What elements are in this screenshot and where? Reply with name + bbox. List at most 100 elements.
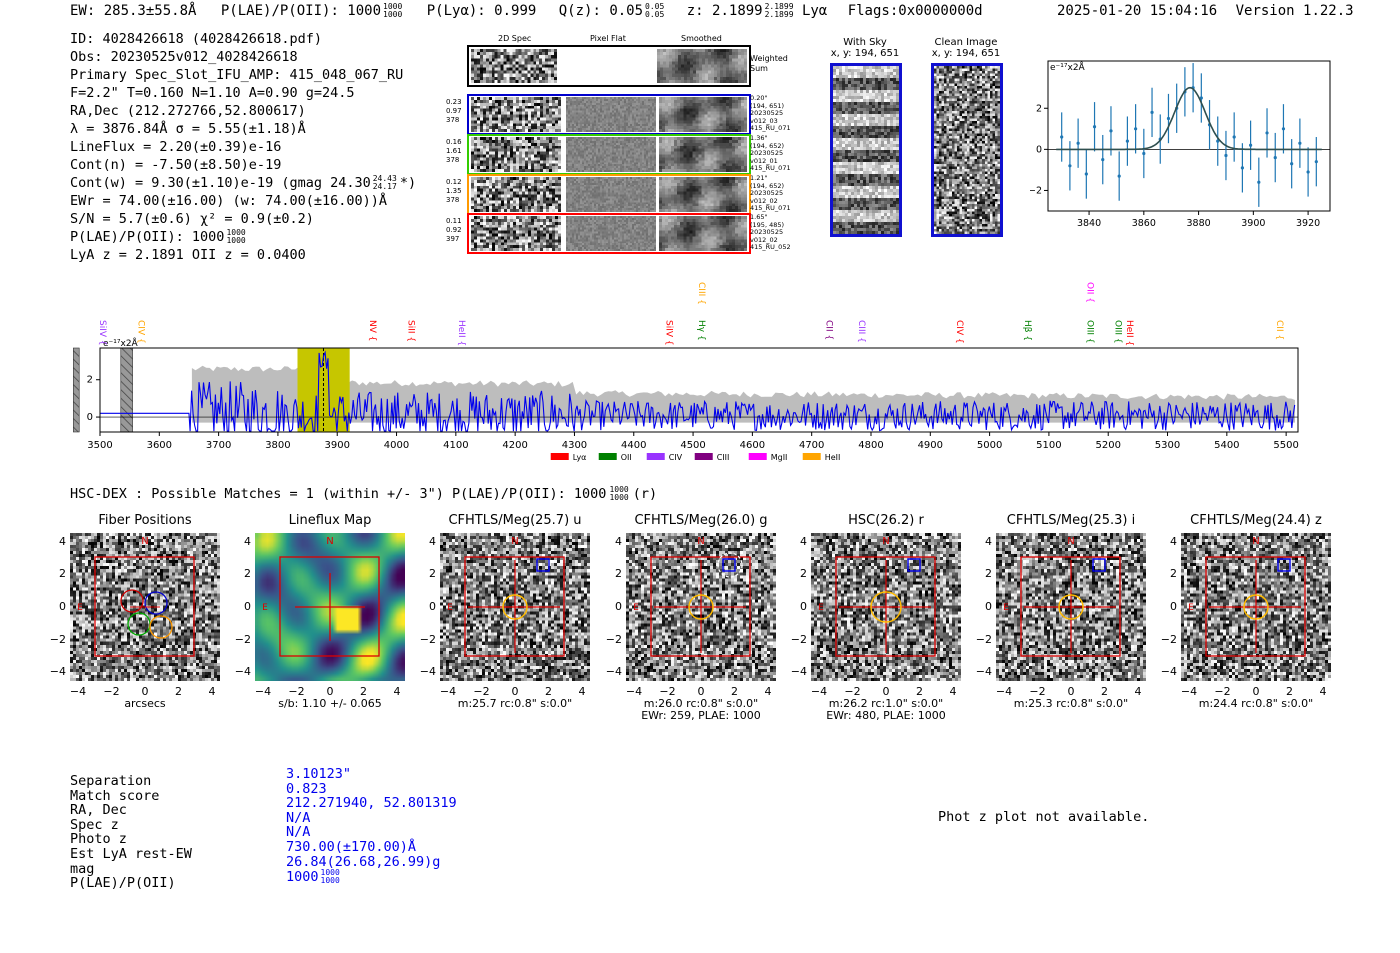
- emission-line-label: OIII {: [1112, 320, 1122, 344]
- full-xtick-label: 5500: [1273, 440, 1298, 451]
- stamp-ytick-label: 0: [985, 600, 992, 613]
- stamp-caption-2: EWr: 259, PLAE: 1000: [641, 709, 761, 722]
- fiber-circle: [127, 612, 151, 636]
- fiber-cutout-image: [659, 177, 747, 212]
- emission-line-name: OIII {: [1112, 320, 1122, 344]
- clean-image-panel: [931, 63, 1003, 237]
- detection-info: ID: 4028426618 (4028426618.pdf) Obs: 202…: [70, 30, 416, 264]
- stamp-caption: arcsecs: [124, 697, 166, 710]
- emission-line-label: NV {: [367, 320, 377, 341]
- fiber-cutout-row: [467, 94, 751, 135]
- stamp-ytick-label: 0: [59, 600, 66, 613]
- zoom-spectrum-chart: 3840 3860 3880 3900 3920 −2 0 2 e⁻¹⁷x2Å: [1030, 60, 1331, 229]
- emission-line-name: Hγ {: [696, 320, 706, 341]
- full-xtick-label: 5300: [1155, 440, 1180, 451]
- info-ewr: EWr = 74.00(±16.00) (w: 74.00(±16.00))Å: [70, 193, 387, 209]
- stamp-title: Lineflux Map: [288, 513, 372, 528]
- full-xtick-label: 4200: [502, 440, 527, 451]
- stamp-xtick-label: 4: [1319, 685, 1327, 698]
- stamp-ytick-label: 4: [244, 535, 251, 548]
- stamp-xtick-label: 0: [697, 685, 705, 698]
- stamp-xtick-label: −2: [1029, 685, 1046, 698]
- stamp-overlay: NE: [818, 536, 936, 657]
- full-unit-label: e⁻¹⁷x2Å: [103, 337, 139, 349]
- catalog-match-box: [536, 558, 550, 572]
- stamp-title: HSC(26.2) r: [848, 513, 924, 528]
- stamp-caption: m:25.3 rc:0.8" s:0.0": [1013, 697, 1129, 710]
- emission-line-label: SiIV {: [663, 320, 673, 346]
- full-xtick-label: 5100: [1036, 440, 1061, 451]
- emission-line-name: NV {: [367, 320, 377, 341]
- east-label: E: [77, 603, 83, 613]
- stamp-xtick-label: 4: [949, 685, 957, 698]
- zoom-data-point: [1290, 162, 1294, 166]
- stamp-overlay: NE: [77, 536, 195, 657]
- full-xtick-label: 3500: [87, 440, 112, 451]
- catalog-match-box: [722, 558, 736, 572]
- weighted-sum-label: Weighted Sum: [750, 54, 788, 73]
- summary-key-specz: Spec z: [70, 816, 119, 833]
- stamp-aperture-box: [279, 556, 380, 657]
- zoom-xtick-label: 3880: [1186, 218, 1210, 229]
- stamp-ytick-label: −4: [234, 665, 251, 678]
- fiber-info-label: 1.36" (194, 652) 20230525 v012_01 415_RU…: [750, 134, 791, 172]
- summary-val-ew: 730.00(±170.00)Å: [286, 838, 417, 855]
- fiber-cutout-image: [659, 97, 747, 132]
- summary-key-match-score: Match score: [70, 787, 160, 804]
- full-xtick-label: 3600: [147, 440, 172, 451]
- stamp-ytick-label: −4: [605, 665, 622, 678]
- header-right: 2025-01-20 15:04:16 Version 1.22.3: [1057, 3, 1354, 19]
- summary-val-match-score: 0.823: [286, 780, 327, 797]
- stamp-ytick-label: 0: [800, 600, 807, 613]
- zoom-data-point: [1101, 158, 1105, 162]
- stamp-xtick-label: −2: [473, 685, 490, 698]
- fiber-cutout-image: [566, 216, 656, 251]
- north-label: N: [141, 536, 148, 547]
- zoom-data-point: [1232, 135, 1236, 139]
- info-radec: RA,Dec (212.272766,52.800617): [70, 103, 306, 119]
- stamp-xtick-label: 2: [916, 685, 923, 698]
- north-label: N: [882, 536, 889, 547]
- emission-line-name: CII {: [824, 320, 834, 340]
- stamp-xtick-label: 4: [208, 685, 216, 698]
- stamp-ytick-label: −2: [1160, 633, 1177, 646]
- stamp-xtick-label: 0: [1252, 685, 1260, 698]
- zoom-ytick-label: −2: [1030, 185, 1042, 196]
- fiber-cutout-row: [467, 134, 751, 175]
- info-id: ID: 4028426618 (4028426618.pdf): [70, 31, 322, 47]
- summary-val-photoz: N/A: [286, 824, 311, 841]
- emission-line-name: OII {: [1084, 282, 1094, 303]
- full-xtick-label: 4800: [858, 440, 883, 451]
- stamp-aperture-box: [650, 556, 751, 657]
- catalog-match-box: [1277, 558, 1291, 572]
- clean-image-title: Clean Image x, y: 194, 651: [931, 37, 1001, 59]
- zoom-unit-label: e⁻¹⁷x2Å: [1050, 61, 1086, 73]
- header-z: z: 2.1899 2.1899 2.1899 Lyα: [686, 2, 828, 20]
- east-label: E: [1188, 603, 1194, 613]
- stamp-title: CFHTLS/Meg(26.0) g: [634, 513, 768, 528]
- stamp-ytick-label: −4: [1160, 665, 1177, 678]
- stamp-xtick-label: −4: [995, 685, 1013, 698]
- summary-val-radec: 212.271940, 52.801319: [286, 795, 457, 812]
- full-ytick-label: 0: [87, 412, 93, 423]
- zoom-data-point: [1117, 174, 1121, 178]
- sky-noise-band: [191, 365, 1296, 423]
- stamp-overlay: NE: [262, 536, 380, 657]
- fiber-stats-label: 0.11 0.92 397: [446, 217, 462, 243]
- full-xtick-label: 4400: [621, 440, 646, 451]
- stamp-aperture-box: [835, 556, 936, 657]
- summary-val-specz: N/A: [286, 809, 311, 826]
- zoom-ytick-label: 0: [1036, 144, 1042, 155]
- stamp-xtick-label: 2: [1286, 685, 1293, 698]
- stamp-xtick-label: 4: [764, 685, 772, 698]
- catalog-match-box: [907, 558, 921, 572]
- zoom-data-point: [1125, 139, 1129, 143]
- stamp-xtick-label: −4: [810, 685, 828, 698]
- legend-label: MgII: [771, 453, 788, 462]
- stamp-xtick-label: 2: [545, 685, 552, 698]
- fiber-cutout-image: [471, 97, 561, 132]
- legend-label: HeII: [825, 453, 841, 462]
- legend-swatch: [550, 453, 569, 460]
- stamp-ytick-label: −4: [790, 665, 807, 678]
- zoom-data-point: [1076, 141, 1080, 145]
